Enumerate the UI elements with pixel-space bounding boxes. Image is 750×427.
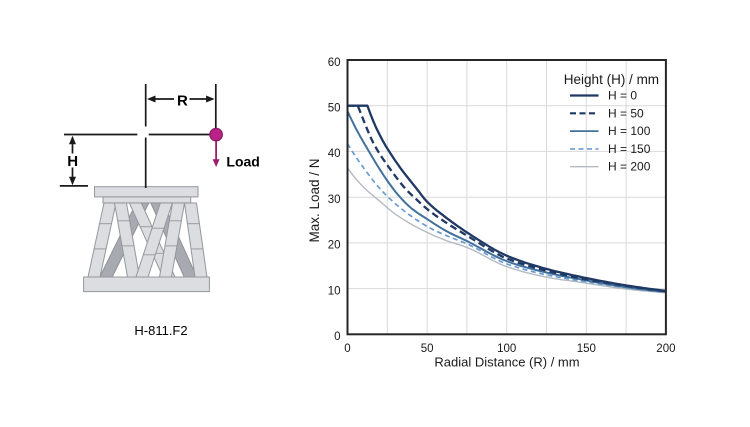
svg-text:30: 30 xyxy=(328,194,341,206)
svg-text:50: 50 xyxy=(421,343,434,355)
svg-text:H = 50: H = 50 xyxy=(608,106,644,120)
svg-text:100: 100 xyxy=(497,343,516,355)
svg-text:200: 200 xyxy=(656,343,675,355)
svg-text:Max. Load / N: Max. Load / N xyxy=(307,158,322,242)
svg-text:H = 100: H = 100 xyxy=(608,124,651,138)
svg-text:50: 50 xyxy=(328,103,341,115)
svg-text:40: 40 xyxy=(328,148,341,160)
svg-text:Radial Distance (R) / mm: Radial Distance (R) / mm xyxy=(434,355,579,370)
svg-text:H-811.F2: H-811.F2 xyxy=(134,323,187,338)
svg-text:0: 0 xyxy=(344,343,350,355)
svg-text:H = 150: H = 150 xyxy=(608,142,651,156)
svg-text:Height (H) / mm: Height (H) / mm xyxy=(564,72,659,87)
svg-text:20: 20 xyxy=(328,240,341,252)
svg-text:10: 10 xyxy=(328,285,341,297)
svg-text:60: 60 xyxy=(328,57,341,69)
svg-text:150: 150 xyxy=(577,343,596,355)
svg-text:Load: Load xyxy=(226,153,259,169)
svg-text:H = 0: H = 0 xyxy=(608,89,637,103)
svg-text:R: R xyxy=(177,92,188,109)
svg-text:H = 200: H = 200 xyxy=(608,160,651,174)
svg-text:0: 0 xyxy=(334,331,340,343)
svg-text:H: H xyxy=(67,153,78,170)
